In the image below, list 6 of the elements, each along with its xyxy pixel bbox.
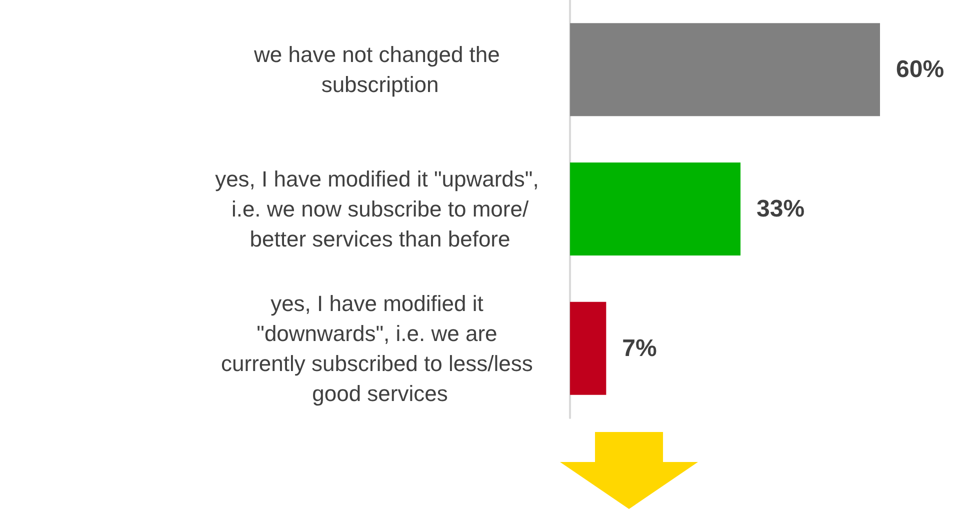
y-tick-label: yes, I have modified it "upwards", i.e. we now subscribe to more/better services than before: [215, 166, 545, 252]
y-tick-label: yes, I have modified it "downwards", i.e. we are currently subscribed to less/less good services: [221, 290, 539, 406]
data-label: 60%: [896, 56, 944, 84]
data-label: 33%: [756, 196, 805, 222]
y-tick-label: we have not changed the subscription: [253, 42, 506, 98]
data-label: 7%: [622, 334, 657, 362]
